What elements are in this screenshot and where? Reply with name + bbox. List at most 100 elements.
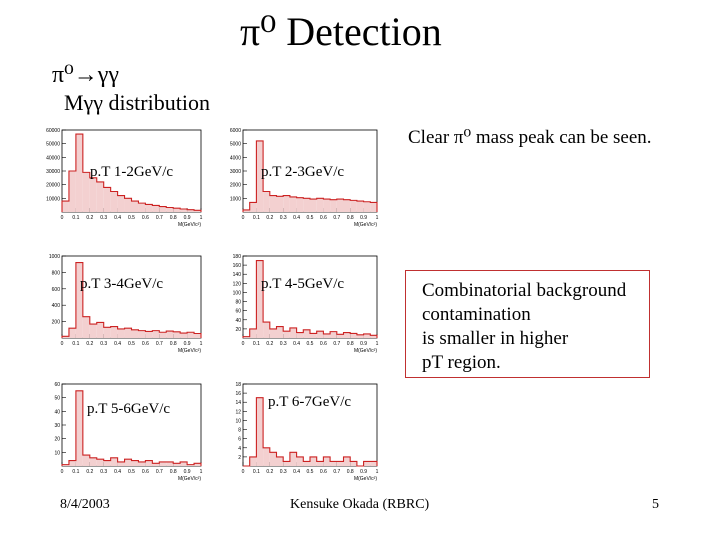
histogram-bar [187,464,195,466]
y-tick-label: 800 [52,270,61,276]
histogram-bar [276,456,284,466]
histogram-bar [96,322,104,338]
histogram-bar [370,461,377,466]
x-tick-label: 0.1 [253,341,260,347]
y-tick-label: 18 [235,382,241,388]
y-tick-label: 50 [54,396,60,402]
histogram-bar [173,463,181,466]
histogram-bar [166,331,174,338]
histogram-bar [68,171,76,212]
x-tick-label: 1 [200,215,203,221]
histogram-bar [316,331,324,338]
y-tick-label: 80 [235,300,241,306]
x-tick-label: 0.2 [86,215,93,221]
histogram-bar [370,202,377,212]
distribution-label: Mγγ distribution [64,90,210,115]
x-tick-label: 0.3 [100,215,107,221]
footer-date: 8/4/2003 [60,497,110,512]
y-tick-label: 140 [233,272,242,278]
x-tick-label: 0.7 [333,469,340,475]
x-tick-label: 0.3 [280,469,287,475]
y-tick-label: 600 [52,287,61,293]
histogram-bar [263,447,270,466]
histogram-bar [343,199,351,212]
x-tick-label: 0.5 [307,341,314,347]
y-tick-label: 4000 [230,155,241,161]
y-tick-label: 2000 [230,183,241,189]
y-tick-label: 160 [233,263,242,269]
histogram-bar [166,207,174,212]
histogram-bar [166,461,174,466]
y-tick-label: 40 [235,318,241,324]
x-tick-label: 0.1 [72,215,79,221]
histogram-pt-3-4: 200 400 600 800 1000 0 0.1 0.2 0.3 0.4 0.5 0.6 0.7 0.… [49,254,203,354]
x-tick-label: 0.1 [72,341,79,347]
histogram-bar [131,460,139,466]
histogram-bar [89,177,97,212]
histogram-bar [343,456,351,466]
histogram-bar [145,331,153,338]
x-tick-label: 0.6 [320,215,327,221]
y-tick-label: 1000 [49,254,60,260]
histogram-bar [276,326,284,338]
x-tick-label: 0.4 [114,469,121,475]
y-tick-label: 30 [54,423,60,429]
x-axis-label: M(GeV/c²) [354,348,377,354]
histogram-bar [89,324,97,338]
histogram-bar [138,203,146,212]
histogram-bar [62,201,69,212]
histogram-bar [82,316,90,338]
histogram-bar [289,196,297,212]
histogram-bar [117,195,125,212]
x-tick-label: 0.8 [347,215,354,221]
histogram-bar [296,456,304,466]
x-tick-label: 0.2 [266,215,273,221]
background-note-line: contamination [422,304,531,325]
x-tick-label: 0.2 [266,341,273,347]
histogram-bar [75,262,83,338]
x-tick-label: 0.5 [307,215,314,221]
histogram-bar [103,327,111,338]
x-tick-label: 0.9 [184,469,191,475]
histogram-bar [138,461,146,466]
page-title: π⁰ Detection [240,9,442,54]
histogram-bar [103,460,111,466]
y-tick-label: 1000 [230,196,241,202]
x-tick-label: 0 [242,469,245,475]
histogram-bar [276,196,284,212]
histogram-pt-2-3: 1000 2000 3000 4000 5000 6000 0 0.1 0.2 0.3 0.4 0.5… [230,128,379,228]
histogram-bar [256,260,264,338]
y-tick-label: 60000 [46,128,60,134]
histogram-bar [269,195,277,212]
histogram-bar [243,336,250,338]
histogram-bar [159,206,167,212]
histogram-bar [330,199,337,212]
x-tick-label: 0.4 [293,341,300,347]
histogram-pt-6-7: 2 4 6 8 10 12 14 16 18 0 0.1 0.2 0.3 0.4 0.5 0.6 0.7 0.8 0… [235,382,378,482]
histogram-bar [110,326,118,338]
y-tick-label: 20000 [46,183,60,189]
histogram-bar [62,336,69,338]
y-tick-label: 10 [235,418,241,424]
histogram-bar [323,456,331,466]
histogram-bar [68,328,76,338]
y-tick-label: 40 [54,409,60,415]
x-tick-label: 0.4 [114,341,121,347]
histogram-bar [263,191,270,212]
y-tick-label: 400 [52,303,61,309]
histogram-bar [82,172,90,212]
panel-label: p.T 6-7GeV/c [268,394,351,410]
histogram-bar [194,463,201,466]
y-tick-label: 20 [235,327,241,333]
x-axis-label: M(GeV/c²) [178,222,201,228]
histogram-outline [61,133,202,212]
x-tick-label: 0.9 [360,215,367,221]
histogram-bar [350,461,357,466]
x-tick-label: 0.8 [347,469,354,475]
x-tick-label: 0.4 [114,215,121,221]
x-tick-label: 0.7 [156,469,163,475]
histogram-bar [310,333,317,338]
histogram-bar [269,452,277,466]
histogram-bar [194,333,201,338]
x-tick-label: 0.9 [184,215,191,221]
